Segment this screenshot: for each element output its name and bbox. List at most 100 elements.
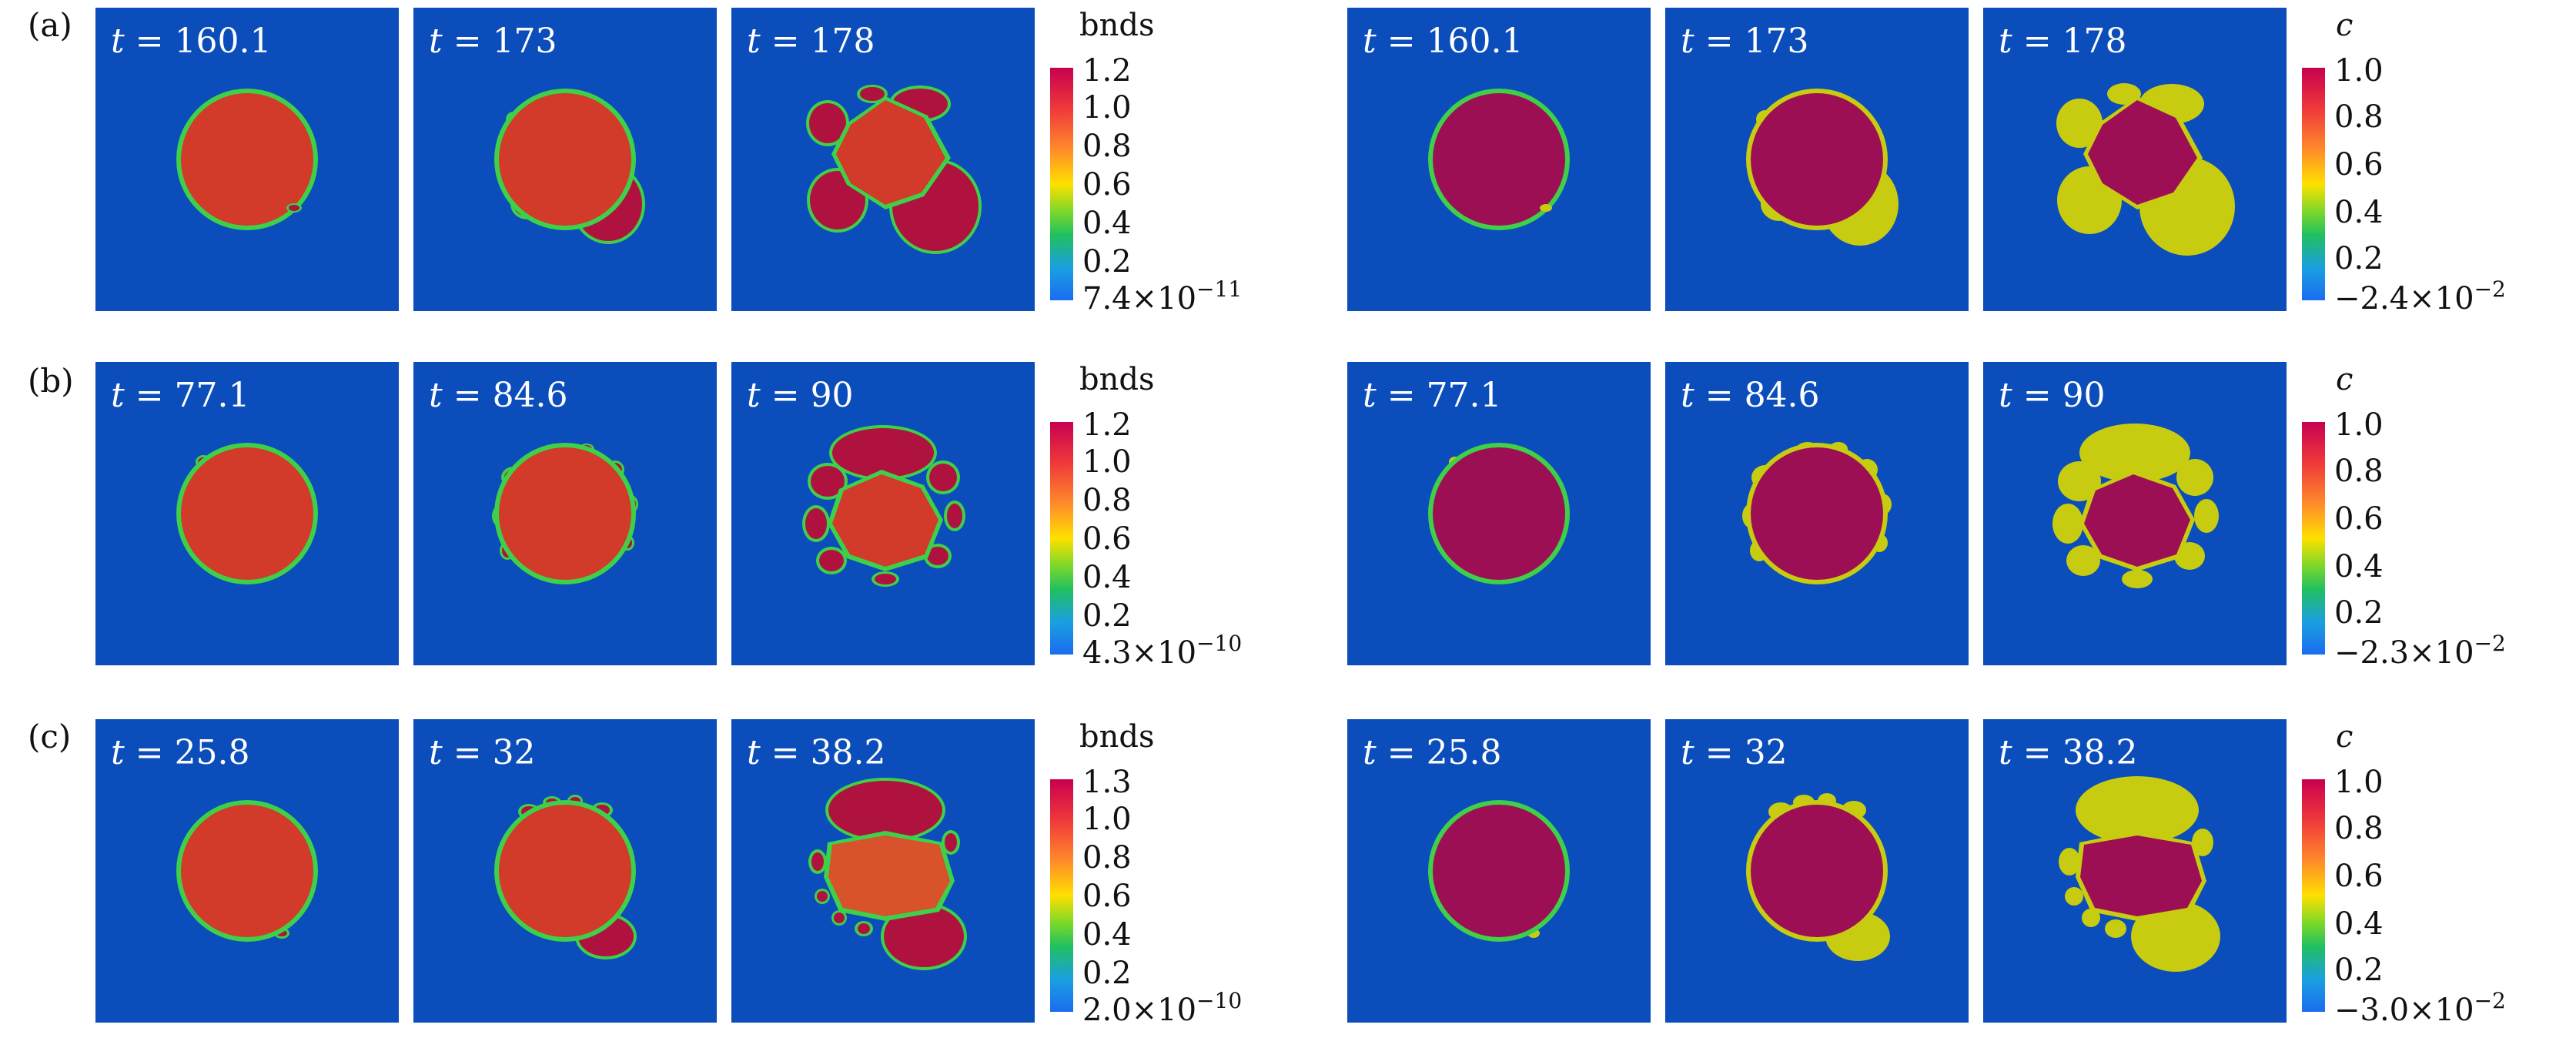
c-field-b2 [1742,442,1892,584]
c-panel-a2: t = 173 [1665,8,1969,311]
colorbar-tick-label: 0.8 [1082,129,1132,164]
bnds-field-b3 [802,425,965,587]
colorbar-tick-label: 0.6 [2334,859,2384,894]
colorbar-tick-label: 0.6 [2334,147,2384,182]
colorbar-max: 1.2 [1082,53,1132,89]
colorbar-title: c [2336,719,2354,755]
colorbar-min: 2.0×10−10 [1082,988,1243,1028]
bnds-panel-a2: t = 173 [413,8,717,311]
colorbar-tick-label: 0.2 [2334,595,2384,631]
time-label-bnds-a1: t = 160.1 [111,22,272,61]
colorbar-bnds-b: bnds 1.2 1.0 0.8 0.6 0.4 0.2 4.3×10−10 [1047,362,1293,670]
time-label-c-c1: t = 25.8 [1363,733,1502,772]
c-panel-c3: t = 38.2 [1983,719,2287,1023]
colorbar-bnds-c: bnds 1.3 1.0 0.8 0.6 0.4 0.2 2.0×10−10 [1047,719,1293,1027]
time-label-bnds-c2: t = 32 [429,733,536,772]
bnds-field-c2 [494,795,637,959]
time-label-c-c3: t = 38.2 [1999,733,2138,772]
c-field-b1 [1428,443,1570,584]
colorbar-tick-label: 0.8 [2334,454,2384,489]
c-field-a3 [2056,83,2235,256]
time-label-c-c2: t = 32 [1681,733,1788,772]
c-panel-c2: t = 32 [1665,719,1969,1023]
colorbar-tick-label: 0.4 [2334,906,2384,942]
colorbar-max: 1.2 [1082,407,1132,443]
time-label-bnds-b3: t = 90 [747,376,854,415]
time-label-bnds-a3: t = 178 [747,22,875,61]
colorbar-gradient [1050,422,1073,655]
colorbar-gradient [1050,779,1073,1012]
bnds-panel-a1: t = 160.1 [95,8,399,311]
colorbar-title: bnds [1079,719,1155,755]
colorbar-min: −2.3×10−2 [2334,631,2506,671]
colorbar-title: bnds [1079,362,1155,397]
colorbar-tick-label: 0.4 [1082,560,1132,595]
colorbar-gradient [2302,422,2325,655]
c-field-c2 [1746,793,1890,961]
colorbar-c-c: c 1.0 0.8 0.6 0.4 0.2 −3.0×10−2 [2299,719,2568,1027]
colorbar-tick-label: 0.8 [1082,840,1132,876]
time-label-c-b1: t = 77.1 [1363,376,1502,415]
colorbar-tick-label: 0.8 [2334,811,2384,846]
time-label-c-a2: t = 173 [1681,22,1809,61]
colorbar-title: bnds [1079,8,1155,43]
time-label-bnds-b1: t = 77.1 [111,376,250,415]
c-field-c3 [2059,776,2220,972]
colorbar-tick-label: 0.8 [2334,99,2384,135]
c-panel-b1: t = 77.1 [1347,362,1651,665]
bnds-field-c1 [176,800,318,942]
colorbar-gradient [2302,68,2325,300]
colorbar-gradient [2302,779,2325,1012]
colorbar-tick-label: 0.2 [2334,241,2384,276]
bnds-field-b1 [176,443,318,584]
c-panel-b2: t = 84.6 [1665,362,1969,665]
time-label-bnds-c1: t = 25.8 [111,733,250,772]
c-field-b3 [2052,424,2219,588]
c-field-a1 [1428,89,1570,230]
c-field-c1 [1428,800,1570,942]
colorbar-tick-label: 0.6 [2334,501,2384,537]
c-panel-b3: t = 90 [1983,362,2287,665]
bnds-panel-c3: t = 38.2 [731,719,1035,1023]
bnds-field-a1 [176,89,318,230]
colorbar-max: 1.0 [2334,407,2384,443]
bnds-field-c3 [808,778,967,970]
colorbar-min: 7.4×10−11 [1082,276,1243,316]
colorbar-bnds-a: bnds 1.2 1.0 0.8 0.6 0.4 0.2 7.4×10−11 [1047,8,1293,316]
bnds-panel-c2: t = 32 [413,719,717,1023]
row-label-a: (a) [28,6,72,44]
colorbar-tick-label: 0.4 [2334,549,2384,584]
bnds-panel-b2: t = 84.6 [413,362,717,665]
colorbar-title: c [2336,362,2354,397]
colorbar-tick-label: 0.2 [1082,956,1132,991]
colorbar-min: −2.4×10−2 [2334,276,2506,316]
colorbar-tick-label: 0.6 [1082,167,1132,203]
time-label-bnds-c3: t = 38.2 [747,733,886,772]
time-label-bnds-a2: t = 173 [429,22,557,61]
bnds-panel-b1: t = 77.1 [95,362,399,665]
colorbar-c-b: c 1.0 0.8 0.6 0.4 0.2 −2.3×10−2 [2299,362,2568,670]
colorbar-tick-label: 0.6 [1082,879,1132,914]
bnds-panel-a3: t = 178 [731,8,1035,311]
colorbar-tick-label: 0.4 [1082,917,1132,953]
colorbar-c-a: c 1.0 0.8 0.6 0.4 0.2 −2.4×10−2 [2299,8,2568,316]
row-label-b: (b) [28,362,74,400]
bnds-panel-b3: t = 90 [731,362,1035,665]
bnds-field-b2 [492,443,638,584]
colorbar-tick-label: 1.0 [1082,802,1132,837]
time-label-c-a1: t = 160.1 [1363,22,1524,61]
colorbar-tick-label: 0.8 [1082,483,1132,518]
colorbar-tick-label: 0.2 [2334,953,2384,988]
bnds-field-a3 [806,85,982,254]
colorbar-tick-label: 0.2 [1082,244,1132,280]
colorbar-tick-label: 0.6 [1082,521,1132,557]
time-label-bnds-b2: t = 84.6 [429,376,568,415]
c-field-a2 [1746,89,1899,246]
colorbar-tick-label: 0.2 [1082,598,1132,634]
bnds-field-a2 [494,89,645,244]
colorbar-max: 1.0 [2334,53,2384,89]
colorbar-min: 4.3×10−10 [1082,631,1243,671]
colorbar-gradient [1050,68,1073,300]
bnds-panel-c1: t = 25.8 [95,719,399,1023]
colorbar-max: 1.3 [1082,765,1132,800]
